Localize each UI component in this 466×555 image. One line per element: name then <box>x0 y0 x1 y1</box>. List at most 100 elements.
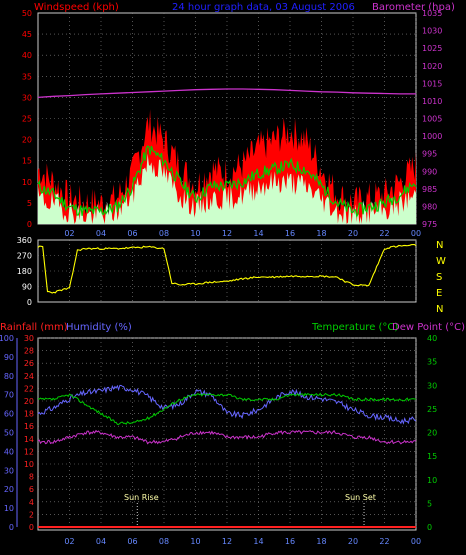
humidity-tick-label: 60 <box>4 410 14 419</box>
time-tick-label: 14 <box>253 229 263 238</box>
humidity-label: Humidity (%) <box>66 322 132 333</box>
direction-tick-label: 180 <box>17 267 32 276</box>
wind-fill-area <box>38 153 416 224</box>
time-tick-label: 00 <box>411 537 421 546</box>
rainfall-tick-label: 12 <box>24 447 34 456</box>
time-tick-label: 02 <box>64 537 74 546</box>
time-tick-label: 12 <box>222 229 232 238</box>
rainfall-tick-label: 8 <box>29 473 34 482</box>
time-tick-label: 16 <box>285 537 295 546</box>
temperature-tick-label: 30 <box>427 381 437 390</box>
temperature-label: Temperature (°C) <box>311 322 398 333</box>
humidity-tick-label: 40 <box>4 447 14 456</box>
humidity-tick-label: 10 <box>4 504 14 513</box>
windspeed-tick-label: 20 <box>22 136 32 145</box>
time-tick-label: 06 <box>127 229 137 238</box>
dewpoint-label: Dew Point (°C) <box>392 322 465 333</box>
windspeed-tick-label: 30 <box>22 93 32 102</box>
windspeed-tick-label: 10 <box>22 178 32 187</box>
barometer-tick-label: 1015 <box>422 79 442 88</box>
compass-n-bottom: N <box>436 304 443 315</box>
temperature-tick-label: 40 <box>427 334 437 343</box>
direction-tick-label: 360 <box>17 236 32 245</box>
temperature-tick-label: 20 <box>427 429 437 438</box>
time-tick-label: 18 <box>316 537 326 546</box>
time-tick-label: 10 <box>190 229 200 238</box>
windspeed-label: Windspeed (kph) <box>34 2 119 13</box>
time-tick-label: 00 <box>411 229 421 238</box>
time-tick-label: 16 <box>285 229 295 238</box>
time-tick-label: 14 <box>253 537 263 546</box>
humidity-tick-label: 0 <box>9 523 14 532</box>
windspeed-tick-label: 15 <box>22 157 32 166</box>
humidity-tick-label: 80 <box>4 372 14 381</box>
direction-tick-label: 270 <box>17 252 32 261</box>
barometer-line <box>37 88 416 99</box>
barometer-label: Barometer (hpa) <box>372 2 455 13</box>
barometer-tick-label: 985 <box>422 185 437 194</box>
time-tick-label: 10 <box>190 537 200 546</box>
compass-e: E <box>436 288 442 299</box>
windspeed-tick-label: 25 <box>22 115 32 124</box>
barometer-tick-label: 1035 <box>422 9 442 18</box>
temperature-tick-label: 15 <box>427 452 437 461</box>
humidity-tick-label: 100 <box>0 334 14 343</box>
compass-w: W <box>436 256 446 267</box>
direction-tick-label: 90 <box>22 283 32 292</box>
rainfall-tick-label: 26 <box>24 359 34 368</box>
windspeed-tick-label: 45 <box>22 30 32 39</box>
time-tick-label: 22 <box>379 537 389 546</box>
rainfall-tick-label: 18 <box>24 410 34 419</box>
time-tick-label: 02 <box>64 229 74 238</box>
temperature-line <box>37 392 417 425</box>
windspeed-tick-label: 5 <box>27 199 32 208</box>
barometer-tick-label: 1000 <box>422 132 442 141</box>
barometer-tick-label: 1020 <box>422 62 442 71</box>
rainfall-tick-label: 24 <box>24 372 34 381</box>
time-tick-label: 04 <box>96 537 106 546</box>
rainfall-label: Rainfall (mm) <box>0 322 68 333</box>
humidity-tick-label: 70 <box>4 391 14 400</box>
temperature-tick-label: 0 <box>427 523 432 532</box>
average-wind-line <box>37 145 417 218</box>
rainfall-tick-label: 30 <box>24 334 34 343</box>
barometer-tick-label: 1005 <box>422 115 442 124</box>
time-tick-label: 18 <box>316 229 326 238</box>
chart-title: 24 hour graph data, 03 August 2006 <box>172 2 355 13</box>
humidity-tick-label: 90 <box>4 353 14 362</box>
dewpoint-line <box>37 429 417 445</box>
barometer-tick-label: 1030 <box>422 27 442 36</box>
windspeed-tick-label: 40 <box>22 51 32 60</box>
barometer-tick-label: 1025 <box>422 44 442 53</box>
direction-tick-label: 0 <box>27 298 32 307</box>
barometer-tick-label: 990 <box>422 167 437 176</box>
barometer-tick-label: 995 <box>422 150 437 159</box>
time-tick-label: 06 <box>127 537 137 546</box>
humidity-tick-label: 50 <box>4 429 14 438</box>
temperature-tick-label: 25 <box>427 405 437 414</box>
rainfall-tick-label: 22 <box>24 384 34 393</box>
rainfall-tick-label: 16 <box>24 422 34 431</box>
time-tick-label: 22 <box>379 229 389 238</box>
rainfall-tick-label: 6 <box>29 485 34 494</box>
sunrise-label: Sun Rise <box>124 493 159 502</box>
windspeed-tick-label: 0 <box>27 220 32 229</box>
wind-direction-line <box>37 244 417 294</box>
barometer-tick-label: 975 <box>422 220 437 229</box>
humidity-tick-label: 20 <box>4 485 14 494</box>
time-tick-label: 04 <box>96 229 106 238</box>
temperature-tick-label: 10 <box>427 476 437 485</box>
windspeed-tick-label: 35 <box>22 72 32 81</box>
time-tick-label: 20 <box>348 537 358 546</box>
temperature-tick-label: 35 <box>427 358 437 367</box>
time-tick-label: 20 <box>348 229 358 238</box>
compass-n-top: N <box>436 240 443 251</box>
time-tick-label: 08 <box>159 537 169 546</box>
time-tick-label: 08 <box>159 229 169 238</box>
compass-s: S <box>436 272 442 283</box>
barometer-tick-label: 980 <box>422 202 437 211</box>
rainfall-tick-label: 28 <box>24 347 34 356</box>
rainfall-tick-label: 0 <box>29 523 34 532</box>
time-tick-label: 12 <box>222 537 232 546</box>
